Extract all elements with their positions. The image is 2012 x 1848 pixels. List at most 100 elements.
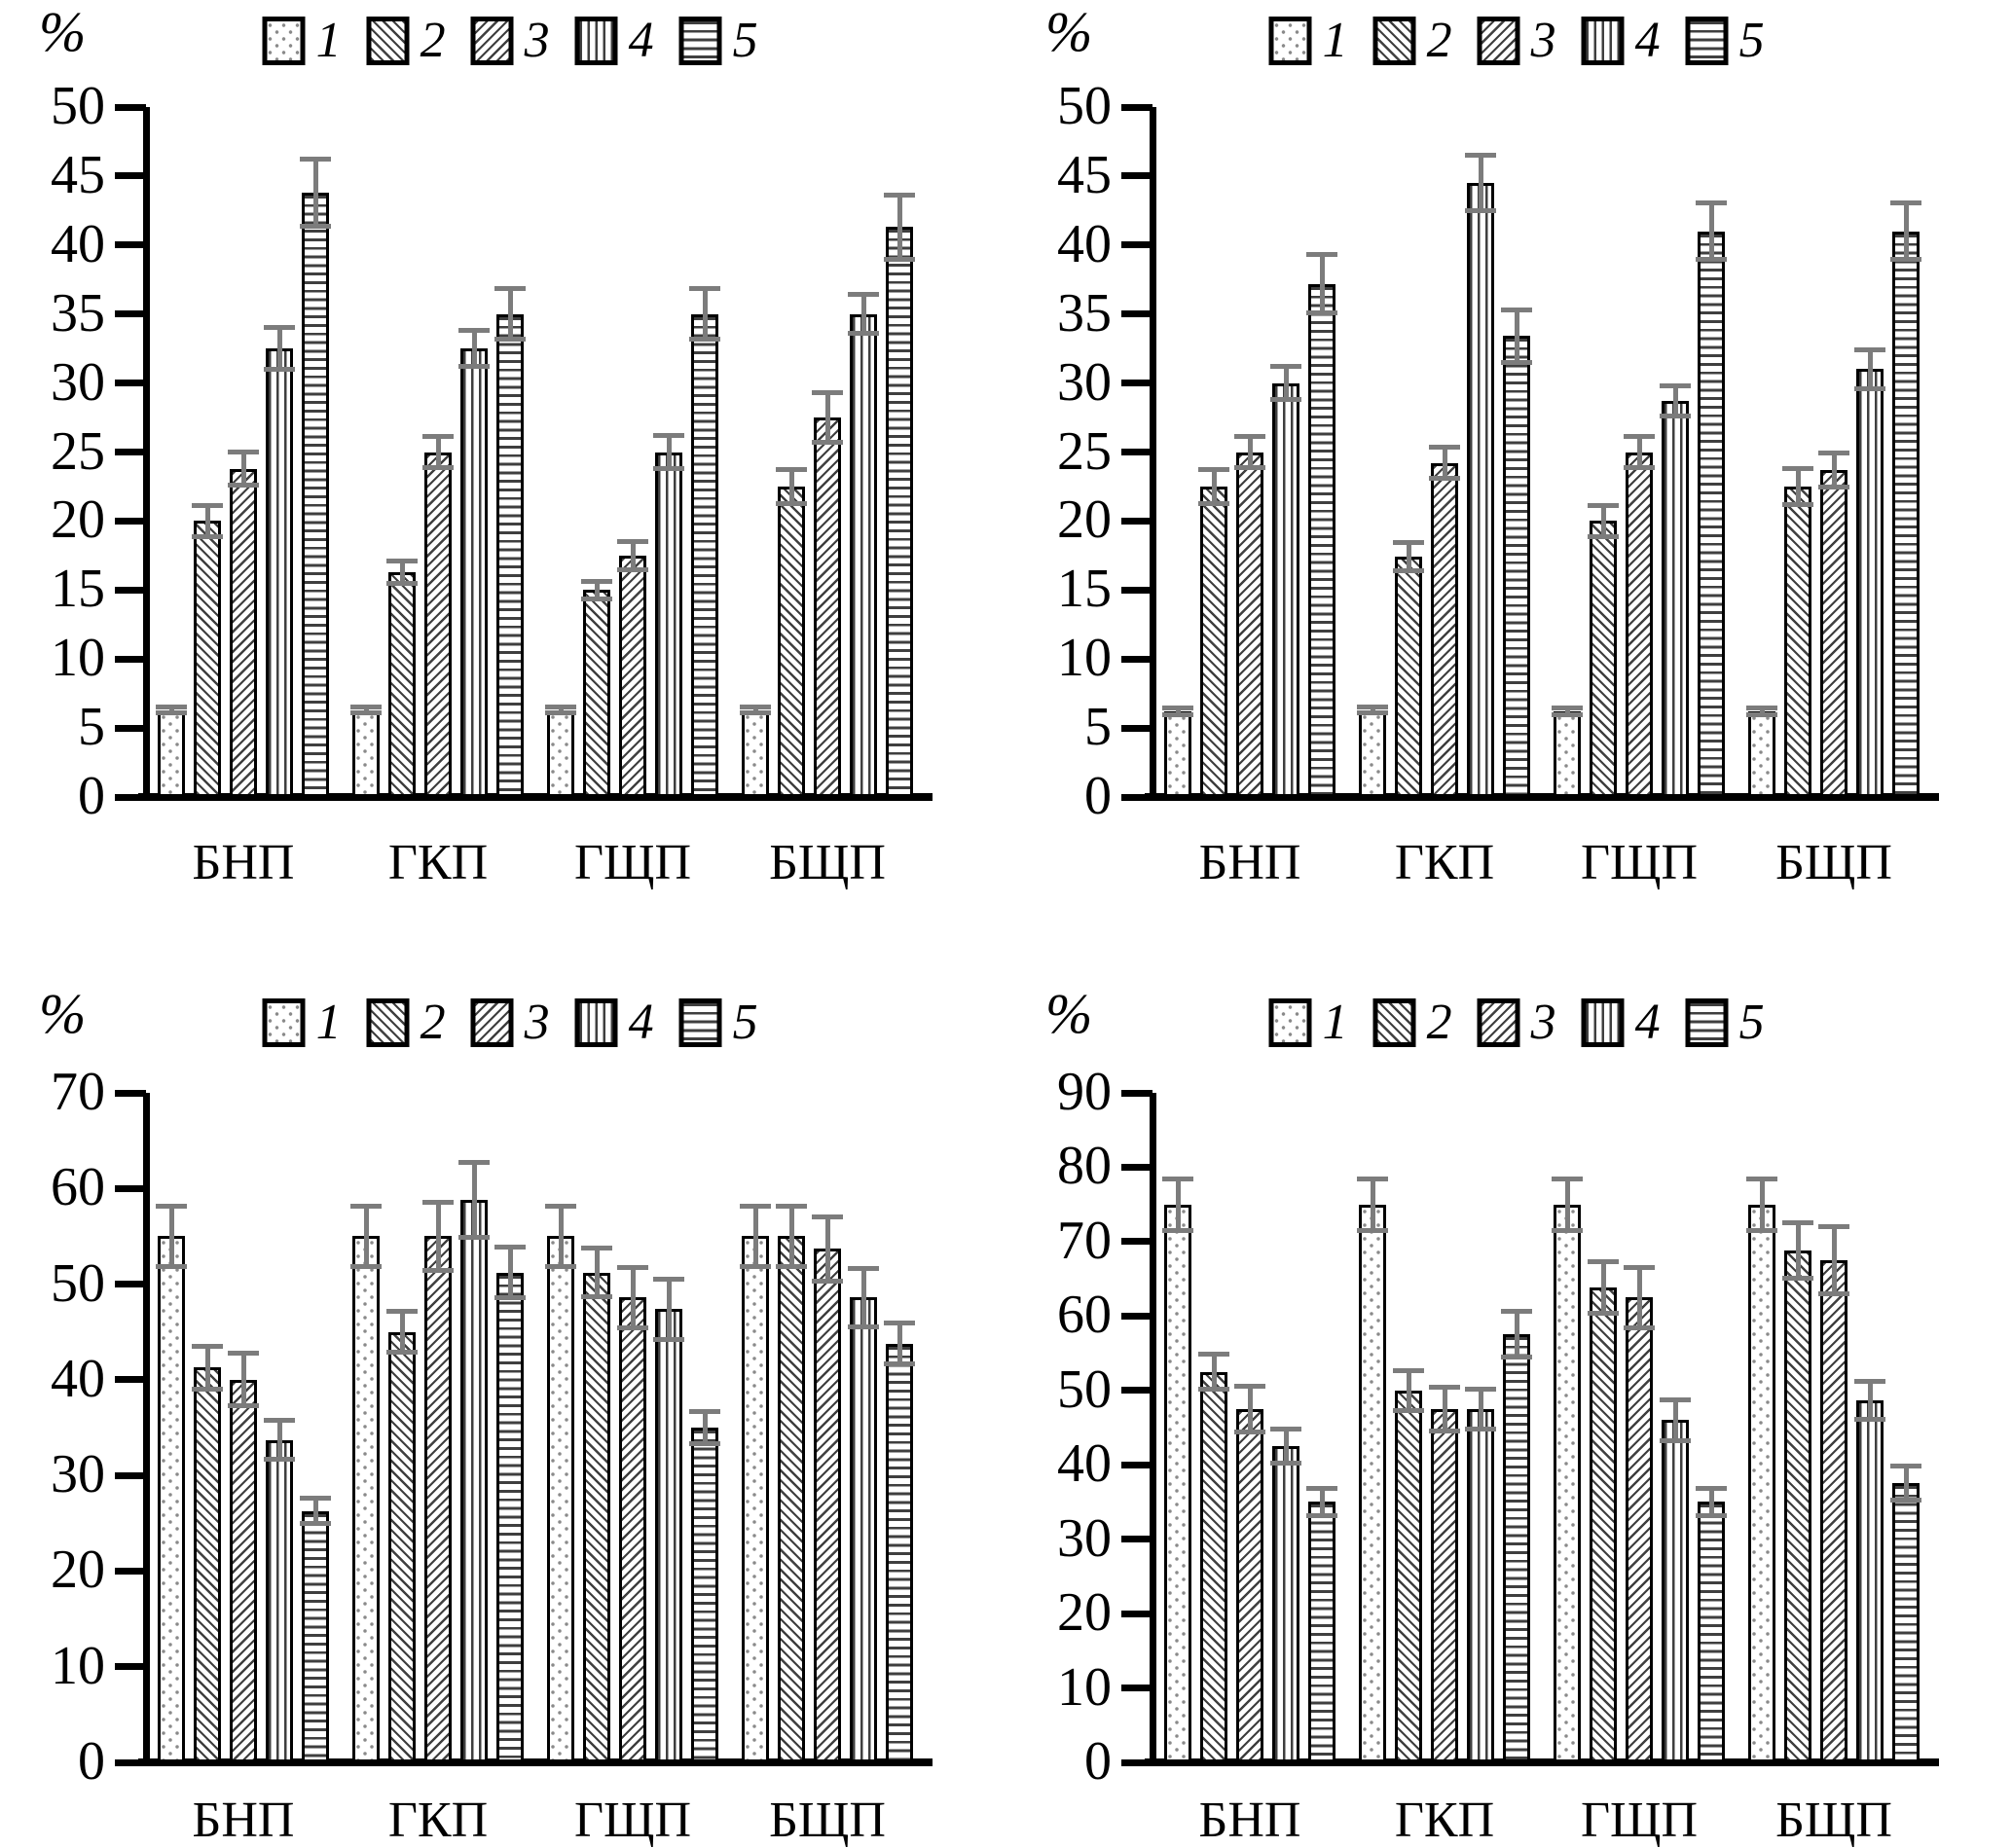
legend-swatch-diag-fwd-icon — [1477, 998, 1520, 1047]
error-bar-bottom-cap — [350, 710, 382, 716]
legend-swatch-vertical-icon — [574, 998, 618, 1047]
bar-series-1-БНП — [158, 1236, 185, 1762]
error-bar — [1393, 540, 1424, 574]
error-bar-bottom-cap — [1501, 1355, 1532, 1360]
error-bar — [848, 292, 879, 337]
chart-top-left: % 1 2 3 4 5 0 5 10 15 20 25 30 35 40 45 50 БНП ГКП ГЩП БЩП — [0, 0, 1006, 920]
error-bar — [192, 502, 223, 539]
bar-series-4-БНП — [1272, 1446, 1299, 1762]
bar-series-1-БНП — [158, 709, 185, 797]
x-category-label: ГКП — [387, 1793, 489, 1848]
legend-swatch-diag-back-icon — [1372, 17, 1416, 65]
y-axis-tick-label: 20 — [1057, 1581, 1112, 1643]
y-axis-tick-label: 30 — [51, 1444, 105, 1505]
error-bar-line — [630, 538, 636, 572]
bar-series-5-БНП — [302, 1510, 329, 1762]
error-bar — [1270, 1427, 1301, 1466]
error-bar-line — [752, 705, 758, 716]
legend: 1 2 3 4 5 — [262, 13, 784, 68]
bar-series-3-ГКП — [424, 1236, 452, 1762]
x-category-label: ГКП — [387, 835, 489, 890]
error-bar-line — [1831, 1224, 1837, 1296]
y-axis-tick-label: 35 — [51, 282, 105, 344]
y-axis-tick-label: 40 — [51, 213, 105, 274]
y-axis-tick — [115, 172, 146, 180]
legend-swatch-diag-back-icon — [366, 998, 410, 1047]
error-bar — [264, 1418, 295, 1463]
bar-series-2-БНП — [1200, 1371, 1227, 1762]
legend-item-label: 1 — [315, 13, 342, 68]
x-category-label: БЩП — [769, 1793, 886, 1848]
legend-item-label: 4 — [628, 13, 654, 68]
error-bar — [617, 538, 648, 572]
error-bar-bottom-cap — [1198, 500, 1229, 506]
error-bar-bottom-cap — [386, 1350, 418, 1356]
error-bar — [1818, 1224, 1849, 1296]
error-bar — [156, 1204, 187, 1269]
error-bar-line — [435, 1200, 441, 1273]
y-axis-tick-label: 50 — [1057, 1359, 1112, 1420]
error-bar-bottom-cap — [1782, 1276, 1813, 1282]
legend: 1 2 3 4 5 — [1268, 16, 1790, 66]
y-axis-tick-label: 25 — [1057, 420, 1112, 482]
error-bar-line — [1478, 1386, 1483, 1431]
error-bar — [300, 1495, 331, 1527]
error-bar-bottom-cap — [776, 1263, 807, 1269]
y-axis-tick — [1121, 1758, 1152, 1766]
y-axis-tick-label: 90 — [1057, 1061, 1112, 1122]
error-bar-line — [435, 434, 441, 470]
error-bar-line — [1514, 307, 1519, 366]
x-category-label: ГКП — [1394, 1793, 1495, 1848]
legend-swatch-dots-icon — [1268, 998, 1312, 1047]
error-bar — [848, 1265, 879, 1329]
y-axis-tick-label: 40 — [51, 1348, 105, 1409]
y-axis-tick — [115, 1663, 146, 1671]
error-bar-bottom-cap — [1746, 711, 1777, 717]
bar-series-4-ГКП — [1467, 183, 1494, 797]
legend-item-label: 1 — [1322, 995, 1348, 1050]
bar-series-5-ГЩП — [691, 1428, 718, 1762]
error-bar — [228, 1351, 259, 1409]
error-bar-line — [896, 192, 902, 262]
bar-series-4-ГЩП — [655, 1309, 682, 1762]
error-bar — [228, 449, 259, 489]
error-bar-line — [1175, 1176, 1181, 1233]
y-axis-tick — [1121, 1387, 1152, 1395]
bar-series-2-БНП — [194, 521, 221, 797]
bar-series-5-БНП — [1308, 1502, 1335, 1762]
legend-swatch-dots-icon — [262, 17, 306, 65]
x-category-label: БНП — [1198, 1793, 1301, 1848]
bar-series-1-БЩП — [742, 1236, 769, 1762]
error-bar-bottom-cap — [458, 1235, 490, 1241]
plot-area: 0 5 10 15 20 25 30 35 40 45 50 БНП ГКП ГЩП БЩП — [51, 79, 933, 888]
y-axis-tick — [1121, 380, 1152, 387]
error-bar-line — [860, 1265, 866, 1329]
error-bar-line — [896, 1320, 902, 1367]
error-bar — [1746, 706, 1777, 717]
bar-series-5-БНП — [1308, 283, 1335, 797]
error-bar-line — [1283, 1427, 1289, 1466]
y-axis-tick — [115, 793, 146, 801]
error-bar — [1782, 465, 1813, 508]
error-bar — [581, 1246, 612, 1300]
y-axis-tick-label: 5 — [1084, 696, 1112, 757]
legend-item-label: 2 — [420, 13, 446, 68]
error-bar — [1465, 1386, 1496, 1431]
bar-series-3-БЩП — [1820, 1260, 1847, 1762]
error-bar-bottom-cap — [617, 566, 648, 572]
y-axis-tick-label: 60 — [51, 1157, 105, 1218]
chart-bottom-left: % 1 2 3 4 5 0 10 20 30 40 50 60 70 БНП ГКП ГЩП БЩП — [0, 920, 1006, 1846]
x-axis-line — [138, 1758, 933, 1766]
y-axis-tick — [1121, 241, 1152, 249]
error-bar-bottom-cap — [689, 337, 720, 343]
error-bar-line — [1247, 1383, 1253, 1434]
legend-item-label: 1 — [315, 995, 342, 1050]
error-bar-bottom-cap — [156, 710, 187, 716]
y-axis-tick — [115, 310, 146, 318]
error-bar — [1552, 706, 1583, 717]
bar-series-1-БЩП — [1748, 1204, 1775, 1762]
y-axis-tick-label: 45 — [51, 144, 105, 205]
bar-series-5-БНП — [302, 192, 329, 797]
error-bar-bottom-cap — [1501, 360, 1532, 366]
error-bar — [422, 434, 454, 470]
